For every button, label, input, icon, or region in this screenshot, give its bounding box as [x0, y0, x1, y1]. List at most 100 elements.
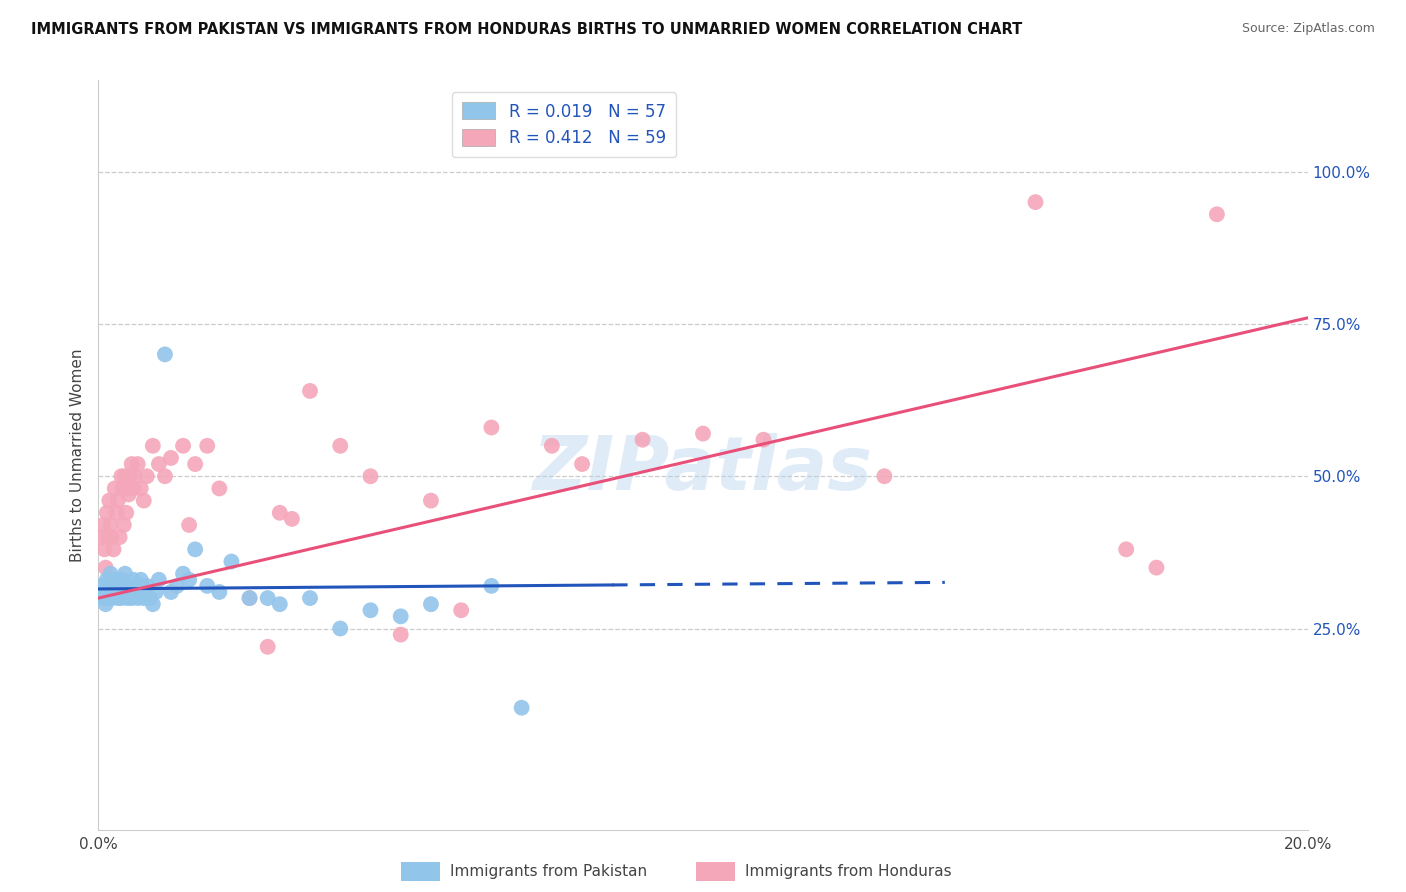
Point — [97, 530, 120, 544]
Point — [97, 591, 120, 605]
Point — [166, 579, 188, 593]
Point — [118, 487, 141, 501]
Point — [114, 469, 136, 483]
Point — [94, 560, 117, 574]
Point — [239, 591, 262, 605]
Text: Immigrants from Pakistan: Immigrants from Pakistan — [450, 864, 647, 879]
Point — [100, 566, 122, 581]
Point — [239, 591, 262, 605]
Point — [481, 579, 503, 593]
Point — [90, 530, 112, 544]
Point — [131, 579, 153, 593]
Point — [160, 450, 183, 465]
Point — [135, 585, 157, 599]
Point — [179, 573, 201, 587]
Point — [125, 585, 148, 599]
Point — [118, 585, 141, 599]
Point — [1115, 542, 1137, 557]
Point — [195, 579, 218, 593]
Point — [121, 457, 143, 471]
Legend: R = 0.019   N = 57, R = 0.412   N = 59: R = 0.019 N = 57, R = 0.412 N = 59 — [453, 93, 676, 157]
Point — [93, 542, 115, 557]
Point — [360, 469, 382, 483]
Point — [129, 482, 152, 496]
Point — [153, 469, 176, 483]
Point — [389, 609, 412, 624]
Point — [103, 585, 125, 599]
Point — [195, 439, 218, 453]
Point — [112, 585, 135, 599]
Point — [1206, 207, 1229, 221]
Point — [108, 585, 131, 599]
Point — [100, 530, 122, 544]
Point — [103, 542, 125, 557]
Point — [132, 493, 155, 508]
Point — [631, 433, 654, 447]
Point — [145, 585, 167, 599]
Point — [105, 579, 128, 593]
Point — [124, 469, 146, 483]
Point — [107, 493, 129, 508]
Point — [389, 627, 412, 641]
Point — [118, 579, 141, 593]
Point — [110, 469, 132, 483]
Point — [873, 469, 896, 483]
Point — [420, 493, 443, 508]
Point — [481, 420, 503, 434]
Point — [692, 426, 714, 441]
Point — [540, 439, 562, 453]
Point — [122, 482, 145, 496]
Point — [115, 579, 138, 593]
Point — [91, 591, 114, 605]
Point — [127, 591, 149, 605]
Point — [135, 469, 157, 483]
Point — [510, 700, 533, 714]
Point — [96, 585, 118, 599]
Point — [112, 518, 135, 533]
Point — [114, 566, 136, 581]
Point — [100, 591, 122, 605]
Point — [179, 518, 201, 533]
Text: Immigrants from Honduras: Immigrants from Honduras — [745, 864, 952, 879]
Point — [360, 603, 382, 617]
Y-axis label: Births to Unmarried Women: Births to Unmarried Women — [69, 348, 84, 562]
Point — [104, 573, 127, 587]
Point — [172, 439, 194, 453]
Point — [329, 622, 352, 636]
Point — [153, 347, 176, 361]
Point — [329, 439, 352, 453]
Point — [105, 506, 128, 520]
Point — [108, 530, 131, 544]
Point — [299, 591, 322, 605]
Point — [98, 493, 121, 508]
Point — [148, 457, 170, 471]
Point — [96, 573, 118, 587]
Point — [172, 566, 194, 581]
Point — [450, 603, 472, 617]
Point — [124, 579, 146, 593]
Point — [142, 439, 165, 453]
Point — [111, 482, 134, 496]
Point — [117, 482, 139, 496]
Point — [132, 591, 155, 605]
Point — [256, 640, 278, 654]
Point — [752, 433, 775, 447]
Point — [100, 518, 122, 533]
Point — [96, 506, 118, 520]
Point — [98, 579, 121, 593]
Point — [256, 591, 278, 605]
Text: Source: ZipAtlas.com: Source: ZipAtlas.com — [1241, 22, 1375, 36]
Text: IMMIGRANTS FROM PAKISTAN VS IMMIGRANTS FROM HONDURAS BIRTHS TO UNMARRIED WOMEN C: IMMIGRANTS FROM PAKISTAN VS IMMIGRANTS F… — [31, 22, 1022, 37]
Point — [128, 585, 150, 599]
Point — [160, 585, 183, 599]
Point — [420, 597, 443, 611]
Point — [571, 457, 593, 471]
Point — [91, 518, 114, 533]
Point — [208, 585, 231, 599]
Point — [139, 591, 162, 605]
Text: ZIPatlas: ZIPatlas — [533, 434, 873, 507]
Point — [129, 573, 152, 587]
Point — [110, 591, 132, 605]
Point — [299, 384, 322, 398]
Point — [115, 506, 138, 520]
